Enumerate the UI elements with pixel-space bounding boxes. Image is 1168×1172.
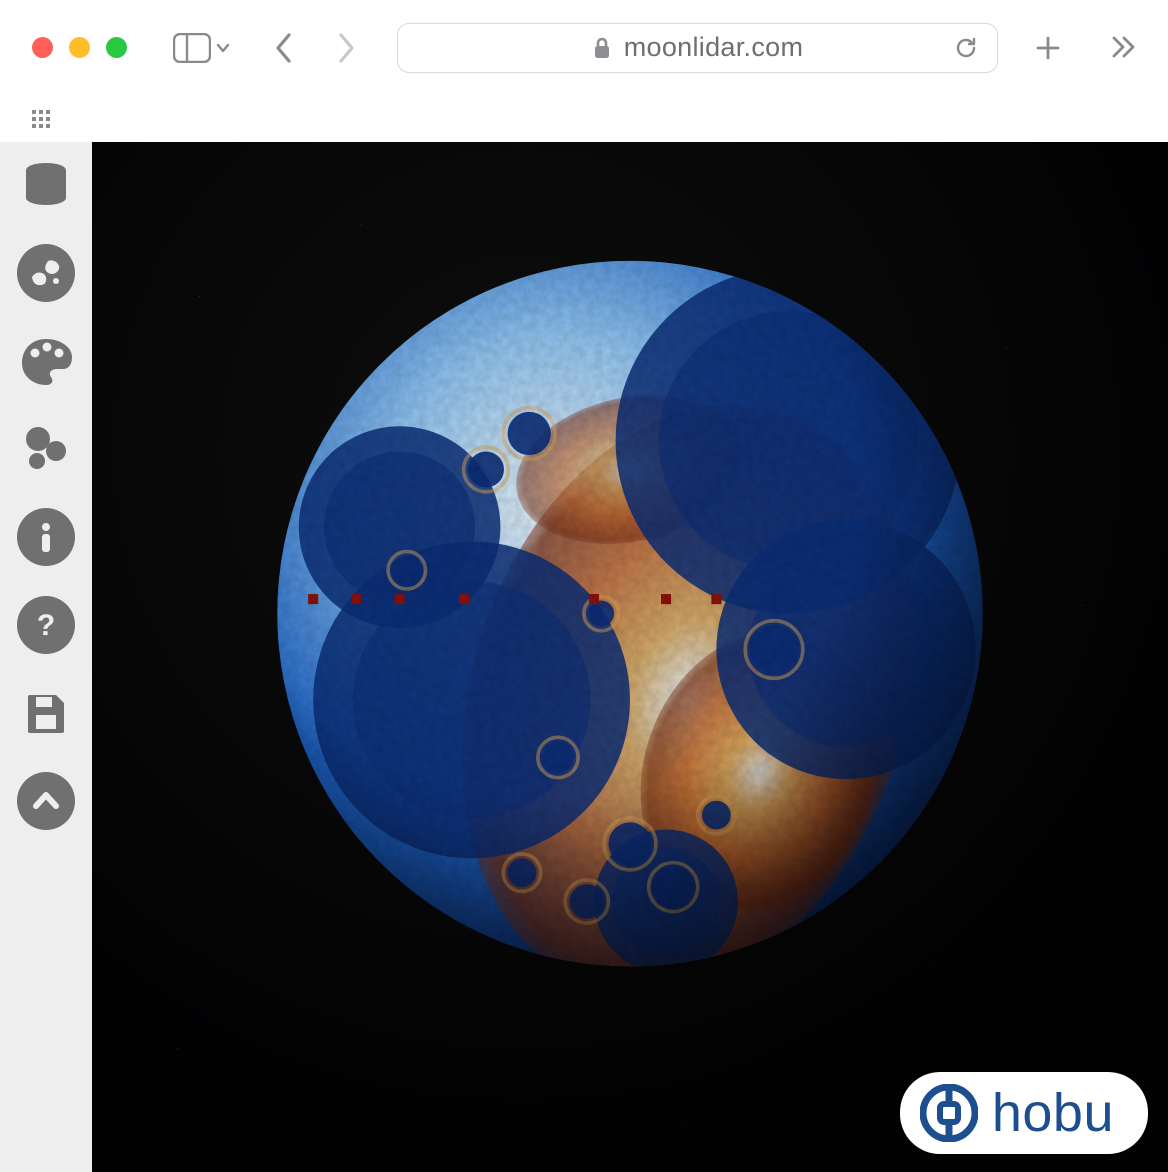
navigation-arrows (273, 28, 357, 68)
logo-text: hobu (992, 1082, 1114, 1144)
collapse-icon[interactable] (17, 772, 75, 830)
app-container: ? hobu (0, 142, 1168, 1172)
svg-text:?: ? (37, 609, 55, 642)
new-tab-button[interactable] (1034, 28, 1062, 68)
chevron-down-icon (215, 33, 231, 63)
overflow-button[interactable] (1106, 28, 1140, 68)
forward-button[interactable] (335, 28, 357, 68)
reload-button[interactable] (953, 35, 979, 61)
maximize-window-button[interactable] (106, 37, 127, 58)
save-icon[interactable] (17, 684, 75, 742)
toolbar-right (1034, 28, 1140, 68)
apps-grid-button[interactable] (30, 108, 52, 130)
info-icon[interactable] (17, 508, 75, 566)
help-icon[interactable]: ? (17, 596, 75, 654)
viewport-3d[interactable]: hobu (92, 142, 1168, 1172)
address-bar[interactable]: moonlidar.com (397, 23, 998, 73)
bookmarks-bar (0, 96, 1168, 142)
window-controls (32, 37, 127, 58)
bubbles-icon[interactable] (17, 420, 75, 478)
sidebar-toggle-button[interactable] (173, 28, 231, 68)
palette-icon[interactable] (17, 332, 75, 390)
close-window-button[interactable] (32, 37, 53, 58)
browser-toolbar: moonlidar.com (0, 0, 1168, 96)
globe-icon[interactable] (17, 244, 75, 302)
logo-badge[interactable]: hobu (900, 1072, 1148, 1154)
database-icon[interactable] (17, 156, 75, 214)
moon-render (270, 253, 990, 978)
app-sidebar: ? (0, 142, 92, 1172)
lock-icon (592, 36, 612, 60)
back-button[interactable] (273, 28, 295, 68)
url-text: moonlidar.com (624, 32, 803, 63)
hobu-logo-icon (920, 1084, 978, 1142)
minimize-window-button[interactable] (69, 37, 90, 58)
